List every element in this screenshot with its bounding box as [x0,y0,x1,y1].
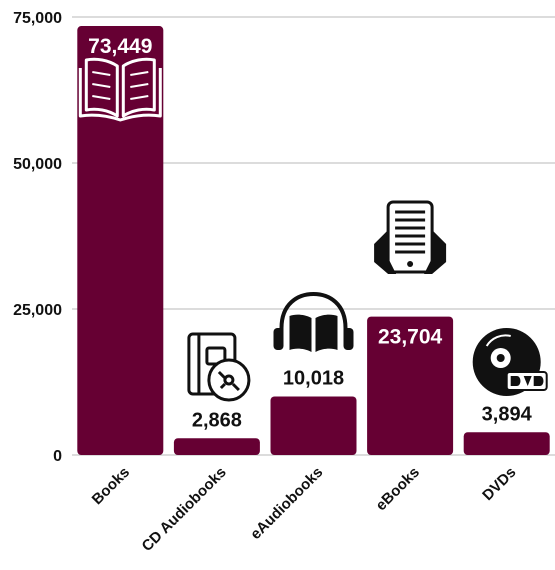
y-tick-label: 75,000 [13,10,62,27]
value-label-dvds: 3,894 [482,403,533,425]
y-tick-label: 0 [53,448,62,465]
bar-books [77,26,164,456]
headphones-book-icon [273,291,354,352]
open-book-icon [78,57,162,122]
cd-audiobook-icon [187,332,251,402]
dvd-disc-icon [472,328,548,396]
value-label-ebooks: 23,704 [378,326,443,349]
value-label-cd-audiobooks: 2,868 [192,409,242,431]
ereader-icon [374,200,447,274]
category-icons [78,57,548,402]
bar-cd-audiobooks [173,438,260,455]
x-tick-label-cd-audiobooks: CD Audiobooks [139,464,230,555]
y-tick-label: 50,000 [13,156,62,173]
value-label-books: 73,449 [88,35,152,58]
y-tick-label: 25,000 [13,302,62,319]
y-axis-tick-labels: 0 25,000 50,000 75,000 [13,10,62,465]
bar-eaudiobooks [270,396,357,455]
bar-dvds [463,432,550,455]
x-axis-tick-labels: Books CD Audiobooks eAudiobooks eBooks DVDs [89,464,520,555]
bar-ebooks [367,316,454,455]
value-label-eaudiobooks: 10,018 [283,367,344,389]
bars [77,26,550,456]
x-tick-label-ebooks: eBooks [373,464,423,514]
x-tick-label-dvds: DVDs [479,464,519,504]
value-labels: 73,449 2,868 10,018 23,704 3,894 [88,35,532,431]
x-tick-label-eaudiobooks: eAudiobooks [247,464,326,543]
x-tick-label-books: Books [89,464,133,508]
